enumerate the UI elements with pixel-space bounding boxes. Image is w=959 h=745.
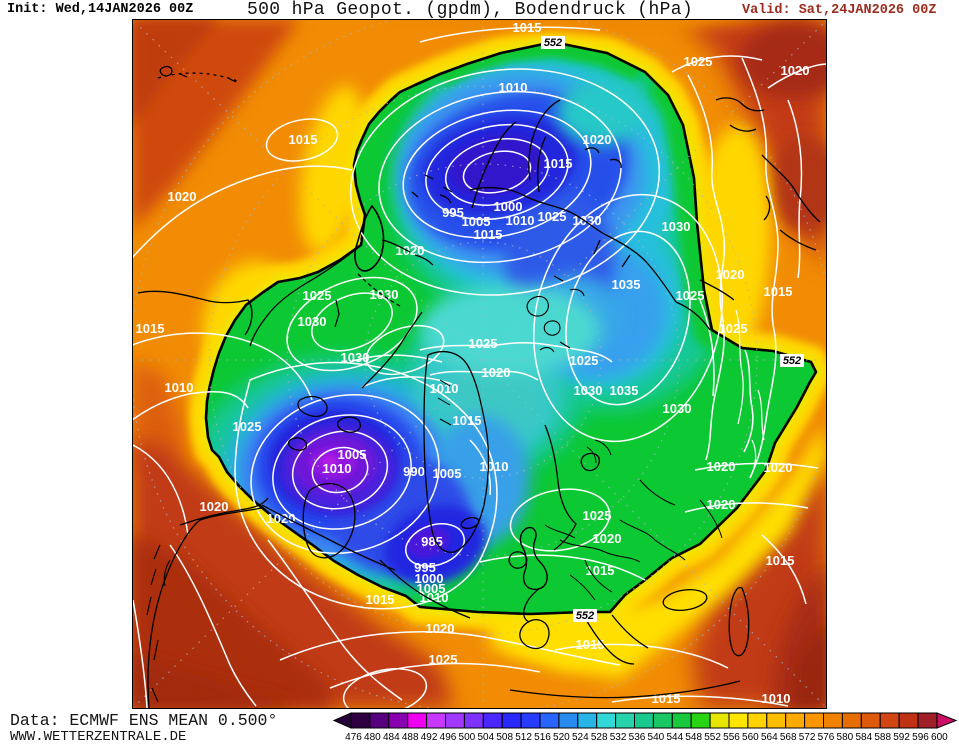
svg-text:985: 985 [421, 534, 443, 549]
svg-text:1015: 1015 [764, 284, 793, 299]
svg-text:1030: 1030 [663, 401, 692, 416]
svg-text:584: 584 [855, 732, 872, 741]
svg-text:572: 572 [799, 732, 816, 741]
svg-text:1010: 1010 [480, 459, 509, 474]
svg-text:1010: 1010 [420, 590, 449, 605]
svg-text:500: 500 [459, 732, 476, 741]
svg-text:995: 995 [442, 205, 464, 220]
svg-text:1035: 1035 [610, 383, 639, 398]
svg-text:1015: 1015 [366, 592, 395, 607]
svg-text:496: 496 [440, 732, 457, 741]
svg-text:1010: 1010 [499, 80, 528, 95]
svg-text:552: 552 [544, 37, 562, 49]
svg-text:504: 504 [477, 732, 494, 741]
svg-text:1015: 1015 [586, 563, 615, 578]
svg-text:532: 532 [610, 732, 627, 741]
svg-text:1010: 1010 [430, 381, 459, 396]
svg-text:1010: 1010 [762, 691, 791, 706]
svg-text:488: 488 [402, 732, 419, 741]
svg-text:556: 556 [723, 732, 740, 741]
svg-text:512: 512 [515, 732, 532, 741]
svg-text:592: 592 [893, 732, 910, 741]
svg-text:1015: 1015 [544, 156, 573, 171]
svg-text:1020: 1020 [267, 511, 296, 526]
svg-text:544: 544 [666, 732, 683, 741]
svg-text:1025: 1025 [469, 336, 498, 351]
svg-text:1020: 1020 [707, 459, 736, 474]
svg-text:548: 548 [685, 732, 702, 741]
svg-text:476: 476 [345, 732, 362, 741]
svg-text:1015: 1015 [453, 413, 482, 428]
svg-text:484: 484 [383, 732, 400, 741]
svg-text:516: 516 [534, 732, 551, 741]
svg-text:508: 508 [496, 732, 513, 741]
svg-text:1020: 1020 [396, 243, 425, 258]
svg-text:1015: 1015 [136, 321, 165, 336]
svg-text:596: 596 [912, 732, 929, 741]
svg-text:1025: 1025 [233, 419, 262, 434]
svg-text:990: 990 [403, 464, 425, 479]
svg-text:1025: 1025 [676, 288, 705, 303]
svg-text:1025: 1025 [538, 209, 567, 224]
svg-text:1015: 1015 [289, 132, 318, 147]
svg-text:1015: 1015 [576, 637, 605, 652]
svg-text:1020: 1020 [482, 365, 511, 380]
svg-text:1025: 1025 [570, 353, 599, 368]
svg-text:1025: 1025 [583, 508, 612, 523]
svg-text:528: 528 [591, 732, 608, 741]
svg-text:1025: 1025 [429, 652, 458, 667]
svg-text:1030: 1030 [341, 350, 370, 365]
svg-text:492: 492 [421, 732, 438, 741]
svg-text:1005: 1005 [433, 466, 462, 481]
svg-text:1020: 1020 [593, 531, 622, 546]
svg-text:1020: 1020 [200, 499, 229, 514]
svg-text:1025: 1025 [719, 321, 748, 336]
svg-text:1030: 1030 [573, 213, 602, 228]
svg-text:1015: 1015 [474, 227, 503, 242]
svg-text:540: 540 [648, 732, 665, 741]
svg-text:536: 536 [629, 732, 646, 741]
svg-text:995: 995 [414, 560, 436, 575]
svg-text:1010: 1010 [323, 461, 352, 476]
svg-text:1020: 1020 [168, 189, 197, 204]
svg-text:520: 520 [553, 732, 570, 741]
svg-text:552: 552 [783, 355, 801, 367]
svg-text:564: 564 [761, 732, 778, 741]
svg-text:1025: 1025 [303, 288, 332, 303]
svg-text:552: 552 [704, 732, 721, 741]
svg-text:1030: 1030 [298, 314, 327, 329]
svg-text:1020: 1020 [716, 267, 745, 282]
svg-text:1000: 1000 [494, 199, 523, 214]
svg-text:1020: 1020 [583, 132, 612, 147]
svg-text:1030: 1030 [370, 287, 399, 302]
svg-text:480: 480 [364, 732, 381, 741]
svg-text:1030: 1030 [662, 219, 691, 234]
svg-text:1030: 1030 [574, 383, 603, 398]
svg-text:576: 576 [818, 732, 835, 741]
svg-text:1010: 1010 [165, 380, 194, 395]
svg-text:1000: 1000 [415, 571, 444, 586]
svg-text:1005: 1005 [462, 214, 491, 229]
svg-text:1005: 1005 [417, 581, 446, 596]
svg-text:580: 580 [837, 732, 854, 741]
svg-text:1020: 1020 [426, 621, 455, 636]
svg-text:552: 552 [576, 610, 594, 622]
svg-text:524: 524 [572, 732, 589, 741]
svg-text:1035: 1035 [612, 277, 641, 292]
svg-text:1005: 1005 [338, 447, 367, 462]
svg-text:1025: 1025 [684, 54, 713, 69]
svg-text:1020: 1020 [781, 63, 810, 78]
svg-text:1015: 1015 [766, 553, 795, 568]
svg-text:568: 568 [780, 732, 797, 741]
svg-text:1015: 1015 [513, 20, 542, 35]
svg-text:1010: 1010 [506, 213, 535, 228]
svg-text:1020: 1020 [707, 497, 736, 512]
svg-text:560: 560 [742, 732, 759, 741]
svg-text:588: 588 [874, 732, 891, 741]
svg-text:1020: 1020 [764, 460, 793, 475]
svg-text:600: 600 [931, 732, 948, 741]
